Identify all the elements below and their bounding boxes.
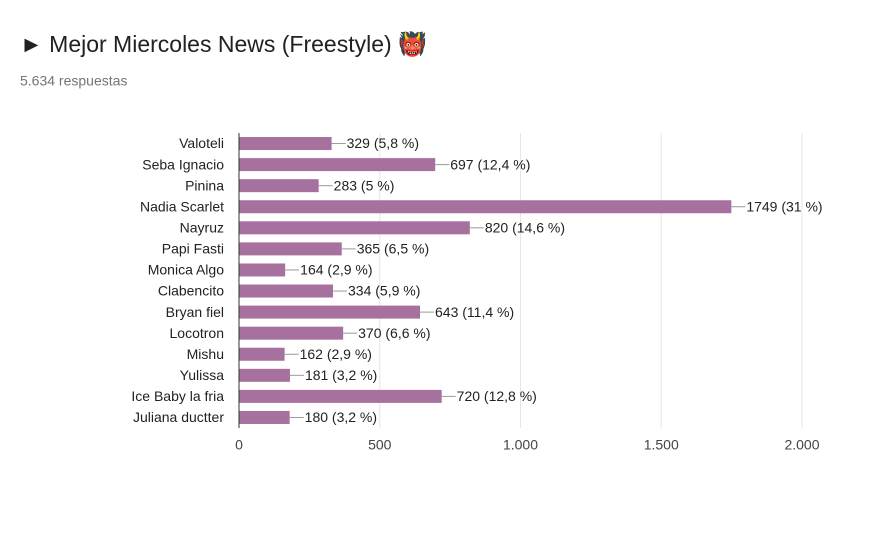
y-tick-label: Yulissa — [180, 367, 225, 383]
y-tick-label: Nadia Scarlet — [140, 198, 224, 214]
value-label: 162 (2,9 %) — [300, 346, 372, 362]
bar — [239, 326, 344, 340]
chart-title: ► Mejor Miercoles News (Freestyle) 👹 — [20, 30, 427, 58]
bar — [239, 137, 332, 151]
y-tick-label: Clabencito — [158, 283, 224, 299]
value-label: 697 (12,4 %) — [450, 156, 530, 172]
x-tick-label: 1.500 — [644, 437, 679, 453]
bar — [239, 389, 442, 403]
y-tick-label: Seba Ignacio — [142, 156, 224, 172]
y-tick-label: Pinina — [185, 177, 224, 193]
x-tick-label: 1.000 — [503, 437, 538, 453]
chart-subtitle: 5.634 respuestas — [20, 73, 127, 89]
bar — [239, 200, 732, 214]
value-label: 180 (3,2 %) — [305, 409, 377, 425]
value-label: 329 (5,8 %) — [347, 135, 419, 151]
bar — [239, 179, 319, 193]
y-tick-label: Valoteli — [179, 135, 224, 151]
y-tick-label: Monica Algo — [148, 262, 224, 278]
x-tick-label: 2.000 — [784, 437, 819, 453]
bar — [239, 368, 290, 382]
value-label: 1749 (31 %) — [746, 198, 822, 214]
x-tick-label: 0 — [235, 437, 243, 453]
value-label: 283 (5 %) — [334, 177, 395, 193]
x-tick-label: 500 — [368, 437, 392, 453]
y-tick-label: Bryan fiel — [166, 304, 224, 320]
y-tick-label: Mishu — [187, 346, 224, 362]
value-label: 720 (12,8 %) — [457, 388, 537, 404]
value-label: 181 (3,2 %) — [305, 367, 377, 383]
y-tick-label: Ice Baby la fria — [131, 388, 224, 404]
bar — [239, 242, 342, 256]
value-label: 164 (2,9 %) — [300, 262, 372, 278]
bar — [239, 347, 285, 361]
y-tick-label: Nayruz — [180, 220, 224, 236]
value-label: 370 (6,6 %) — [358, 325, 430, 341]
y-tick-label: Locotron — [170, 325, 224, 341]
value-label: 643 (11,4 %) — [435, 304, 514, 320]
bar — [239, 263, 286, 277]
value-label: 334 (5,9 %) — [348, 283, 420, 299]
bar — [239, 221, 470, 235]
y-tick-label: Juliana ductter — [133, 409, 224, 425]
bar — [239, 158, 436, 172]
bar — [239, 410, 290, 424]
value-label: 820 (14,6 %) — [485, 220, 565, 236]
value-label: 365 (6,5 %) — [357, 241, 429, 257]
bar — [239, 284, 334, 298]
bar — [239, 305, 421, 319]
y-tick-label: Papi Fasti — [162, 241, 224, 257]
